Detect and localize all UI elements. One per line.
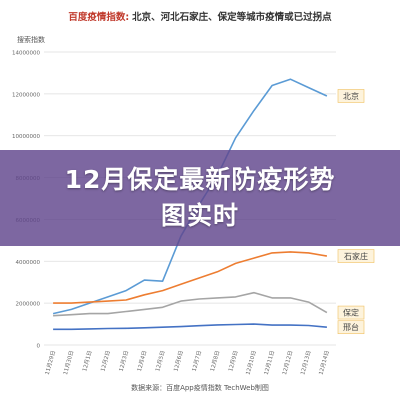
- y-tick-label: 14000000: [12, 51, 40, 57]
- y-tick-label: 10000000: [12, 134, 40, 140]
- y-tick-label: 2000000: [16, 302, 41, 308]
- y-tick-label: 12000000: [12, 92, 40, 98]
- chart-title-prefix: 百度疫情指数:: [68, 11, 129, 23]
- chart-title: 百度疫情指数: 北京、河北石家庄、保定等城市疫情或已过拐点: [68, 11, 332, 23]
- series-label-box: [337, 305, 365, 320]
- series-label-box: [337, 249, 375, 263]
- y-tick-label: 4000000: [16, 260, 41, 266]
- source-note: 数据来源：百度App疫情指数 TechWeb制图: [131, 383, 269, 392]
- series-line: [53, 291, 328, 317]
- series-line: [53, 323, 327, 331]
- series-end-label: 石家庄: [344, 251, 368, 261]
- chart-title-rest: 北京、河北石家庄、保定等城市疫情或已过拐点: [132, 11, 332, 23]
- series-label-box: [337, 320, 365, 335]
- series-end-label: 北京: [343, 91, 359, 101]
- headline-line-2: 图实时: [160, 201, 239, 230]
- series-label-box: [337, 89, 365, 103]
- series-end-label: 保定: [343, 308, 359, 318]
- series-end-label: 邢台: [343, 322, 359, 332]
- y-tick-label: 0: [37, 344, 41, 350]
- series-line: [53, 251, 328, 304]
- headline-line-1: 12月保定最新防疫形势: [64, 165, 336, 194]
- headline-banner: 12月保定最新防疫形势 图实时: [0, 150, 400, 246]
- y-axis-label: 搜索指数: [17, 35, 45, 44]
